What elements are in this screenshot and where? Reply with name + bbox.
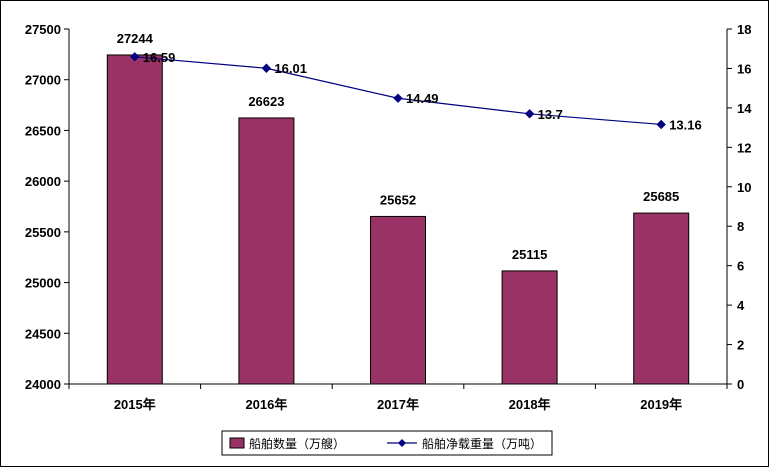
legend-label-line: 船舶净载重量（万吨）	[422, 436, 542, 451]
y-right-tick-label: 0	[737, 377, 744, 392]
legend-swatch-bar	[229, 437, 245, 449]
line-value-label: 14.49	[406, 91, 439, 106]
line-point-marker	[524, 109, 535, 119]
legend-swatch-marker	[398, 439, 406, 447]
y-right-tick-label: 8	[737, 219, 744, 234]
x-tick-label: 2019年	[640, 397, 682, 412]
y-right-tick-label: 2	[737, 338, 744, 353]
line-value-label: 13.16	[669, 117, 702, 132]
y-right-tick-label: 12	[737, 140, 751, 155]
x-tick-label: 2015年	[114, 397, 156, 412]
y-right-tick-label: 6	[737, 259, 744, 274]
legend: 船舶数量（万艘） 船舶净载重量（万吨）	[221, 430, 553, 456]
axes: 24000 24500 25000 25500 26000 26500 27000 27500…	[25, 22, 752, 412]
x-tick-label: 2017年	[377, 397, 419, 412]
y-left-tick-label: 25500	[25, 225, 61, 240]
y-left-tick-label: 24000	[25, 377, 61, 392]
y-left-tick-label: 26000	[25, 174, 61, 189]
x-tick-label: 2016年	[245, 397, 287, 412]
line-point-marker	[130, 52, 140, 62]
line-series	[130, 52, 666, 130]
y-left-tick-label: 27000	[25, 73, 61, 88]
y-left-tick-label: 24500	[25, 326, 61, 341]
y-left-tick-label: 27500	[25, 22, 61, 37]
bar-value-label: 27244	[117, 31, 154, 46]
bar-value-label: 26623	[248, 94, 284, 109]
bar	[370, 215, 426, 385]
x-tick-label: 2018年	[509, 397, 551, 412]
line-point-marker	[261, 63, 272, 73]
data-labels: 27244 26623 25652 25115 25685 16.59 16.01 14.49…	[117, 31, 702, 262]
bar	[501, 270, 558, 385]
bar-value-label: 25685	[643, 189, 679, 204]
y-left-tick-label: 25000	[25, 276, 61, 291]
line-point-marker	[393, 93, 403, 103]
y-right-tick-label: 16	[737, 61, 751, 76]
bar	[633, 212, 690, 385]
bar-value-label: 25115	[512, 247, 547, 262]
y-right-tick-label: 18	[737, 22, 751, 37]
line-point-marker	[656, 119, 666, 130]
bar	[238, 117, 295, 385]
line-value-label: 16.01	[274, 61, 307, 76]
y-right-tick-label: 4	[737, 298, 745, 313]
bar-series	[106, 54, 690, 385]
y-right-tick-label: 14	[737, 101, 752, 116]
bar	[106, 54, 163, 385]
y-left-tick-label: 26500	[25, 123, 61, 138]
series-line	[134, 56, 662, 126]
legend-label-bar: 船舶数量（万艘）	[249, 436, 345, 451]
bar-value-label: 25652	[380, 192, 416, 207]
line-value-label: 16.59	[143, 50, 176, 65]
y-right-tick-label: 10	[737, 180, 751, 195]
line-value-label: 13.7	[538, 107, 563, 122]
